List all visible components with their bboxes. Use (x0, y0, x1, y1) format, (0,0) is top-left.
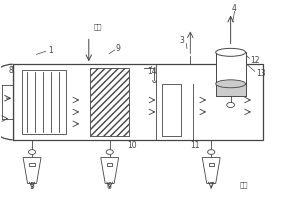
Text: 12: 12 (250, 56, 260, 65)
Polygon shape (23, 158, 41, 183)
Text: 出水: 出水 (240, 181, 248, 188)
Bar (208, 163, 214, 166)
Bar (22, 70, 66, 134)
Polygon shape (202, 158, 220, 183)
Bar (0, 64, 13, 140)
Text: 进气: 进气 (93, 23, 102, 30)
Circle shape (28, 150, 36, 154)
Bar (216, 84, 246, 96)
Ellipse shape (216, 80, 246, 88)
Text: 11: 11 (190, 141, 200, 150)
Bar (29, 163, 35, 166)
Polygon shape (101, 158, 119, 183)
Text: 13: 13 (256, 69, 266, 78)
Text: 1: 1 (49, 46, 53, 55)
Text: 6: 6 (107, 182, 112, 191)
Bar (216, 52, 246, 96)
Text: 8: 8 (8, 66, 13, 75)
Text: 14: 14 (147, 67, 157, 76)
Circle shape (208, 150, 215, 154)
Bar (107, 163, 112, 166)
Bar (162, 84, 182, 136)
Text: 7: 7 (208, 182, 213, 191)
Text: 4: 4 (232, 4, 237, 13)
Circle shape (227, 102, 235, 108)
Text: 3: 3 (180, 36, 185, 45)
Text: 9: 9 (116, 44, 121, 53)
Text: 10: 10 (128, 141, 137, 150)
Bar (90, 68, 129, 136)
Circle shape (106, 150, 113, 154)
Ellipse shape (216, 48, 246, 56)
Text: 5: 5 (29, 182, 34, 191)
Bar (13, 64, 263, 140)
